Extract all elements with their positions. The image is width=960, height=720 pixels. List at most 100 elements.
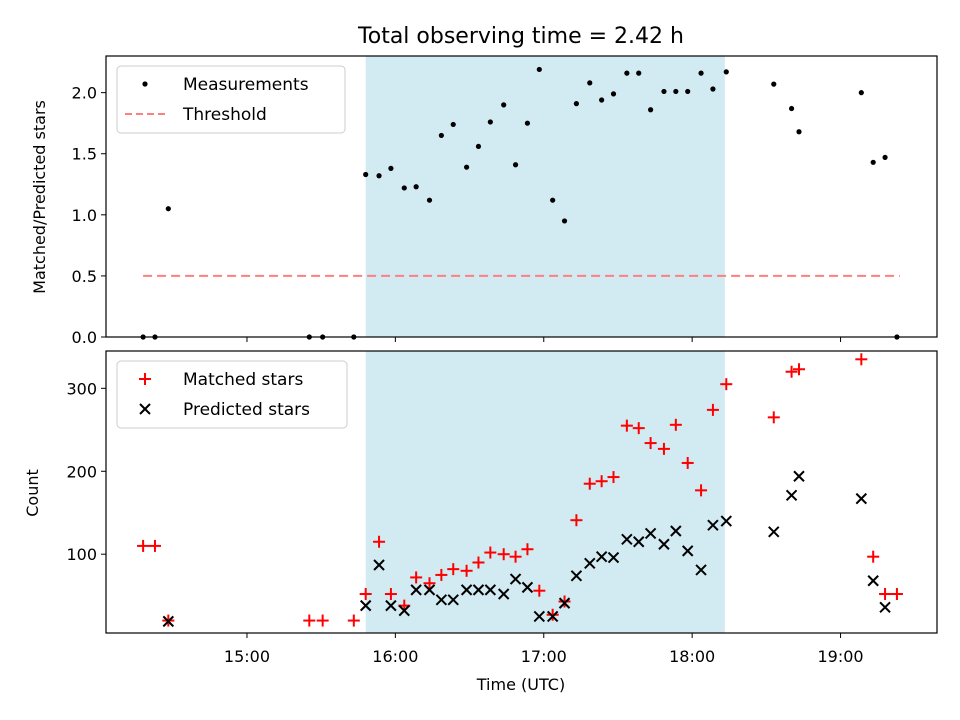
measurement-point — [363, 171, 369, 178]
measurement-point — [624, 70, 630, 76]
matched-star-point — [785, 365, 798, 378]
predicted-star-point — [720, 515, 732, 527]
top-x-axis-ticks — [246, 337, 842, 342]
measurement-point — [165, 206, 171, 212]
bottom-axes-frame — [105, 350, 938, 634]
measurement-point — [788, 105, 795, 112]
predicted-star-point — [484, 584, 497, 596]
measurement-point — [426, 197, 433, 203]
matched-star-point — [410, 571, 423, 584]
matched-star-point — [558, 595, 571, 608]
predicted-star-point — [558, 597, 571, 609]
matched-star-point — [384, 588, 397, 601]
legend-matched-label: Matched stars — [183, 370, 303, 390]
predicted-star-point — [398, 604, 410, 617]
matched-star-point — [644, 437, 657, 450]
measurement-point — [450, 121, 456, 128]
measurement-point — [550, 197, 556, 203]
top-legend-box — [116, 65, 346, 134]
matched-stars-series — [137, 353, 903, 627]
matched-star-point — [706, 403, 719, 416]
bottom-ytick-label: 200 — [66, 462, 97, 481]
measurement-point — [524, 120, 531, 126]
matched-star-point — [879, 588, 892, 601]
matched-star-point — [435, 568, 448, 581]
bottom-legend-box — [116, 360, 348, 429]
measurement-point — [501, 102, 507, 108]
bottom-ytick-label: 300 — [66, 379, 97, 398]
bottom-panel: 100 200 300 15:00 16:00 17:00 18:00 19:00 Coun… — [23, 350, 938, 694]
matched-star-point — [484, 546, 497, 559]
matched-star-point — [720, 378, 733, 391]
measurement-point — [413, 184, 419, 190]
matched-star-point — [855, 353, 868, 366]
measurement-point — [561, 218, 568, 224]
predicted-star-point — [658, 538, 670, 550]
predicted-star-point — [768, 526, 780, 538]
matched-star-point — [359, 588, 372, 601]
top-panel: 0.00.51.01.52.0 Matched/Predicted stars … — [30, 55, 938, 347]
matched-star-point — [867, 550, 880, 563]
predicted-star-point — [584, 557, 596, 570]
predicted-star-point — [472, 584, 485, 596]
predicted-star-point — [533, 610, 546, 623]
predicted-star-point — [621, 533, 633, 545]
top-ytick-label: 0.0 — [72, 328, 97, 347]
bottom-xlabel: Time (UTC) — [476, 675, 565, 694]
matched-star-point — [595, 475, 608, 488]
measurement-point — [882, 154, 888, 161]
predicted-star-point — [633, 536, 645, 548]
matched-star-point — [583, 477, 596, 490]
measurement-point — [599, 97, 605, 103]
matched-star-point — [546, 608, 559, 621]
matched-star-point — [620, 419, 633, 432]
measurement-point — [388, 165, 394, 171]
top-ytick-label: 0.5 — [72, 267, 97, 286]
predicted-star-point — [695, 564, 707, 576]
legend-threshold-label: Threshold — [182, 105, 267, 125]
matched-star-point — [669, 418, 682, 431]
predicted-star-point — [867, 575, 879, 587]
matched-star-point — [607, 471, 620, 484]
matched-star-point — [137, 539, 150, 552]
measurement-point — [723, 69, 729, 75]
legend-predicted-marker — [139, 403, 151, 415]
predicted-star-point — [497, 588, 510, 600]
measurement-point — [487, 119, 493, 125]
bottom-xtick-label: 16:00 — [372, 647, 418, 666]
predicted-star-point — [879, 601, 891, 613]
matched-star-point — [373, 535, 386, 548]
predicted-star-point — [570, 570, 583, 582]
measurement-point — [636, 70, 642, 76]
predicted-star-point — [460, 584, 473, 596]
predicted-star-point — [385, 599, 397, 612]
bottom-xtick-label: 18:00 — [669, 647, 715, 666]
bottom-ytick-label: 100 — [66, 545, 97, 564]
top-legend: Measurements Threshold — [116, 65, 346, 134]
measurement-point — [673, 88, 679, 95]
matched-star-point — [681, 456, 694, 469]
measurement-point — [685, 88, 691, 95]
predicted-star-point — [785, 489, 798, 502]
top-ylabel: Matched/Predicted stars — [30, 100, 49, 294]
matched-star-point — [316, 614, 329, 627]
predicted-star-point — [373, 559, 385, 571]
predicted-star-point — [359, 599, 372, 612]
predicted-star-point — [435, 594, 448, 606]
predicted-star-point — [410, 584, 422, 596]
matched-star-point — [460, 564, 473, 577]
matched-star-point — [347, 614, 360, 627]
top-axes-frame — [105, 55, 938, 338]
bottom-y-axis-ticks: 100 200 300 — [66, 379, 106, 564]
matched-star-point — [303, 614, 316, 627]
matched-star-point — [890, 588, 903, 601]
measurement-point — [710, 86, 716, 92]
measurement-point — [438, 132, 444, 139]
measurement-point — [536, 66, 542, 73]
matched-star-point — [509, 550, 522, 563]
bottom-legend: Matched stars Predicted stars — [116, 360, 348, 429]
predicted-star-point — [793, 470, 805, 482]
predicted-star-point — [423, 584, 436, 596]
matched-star-point — [792, 363, 805, 376]
